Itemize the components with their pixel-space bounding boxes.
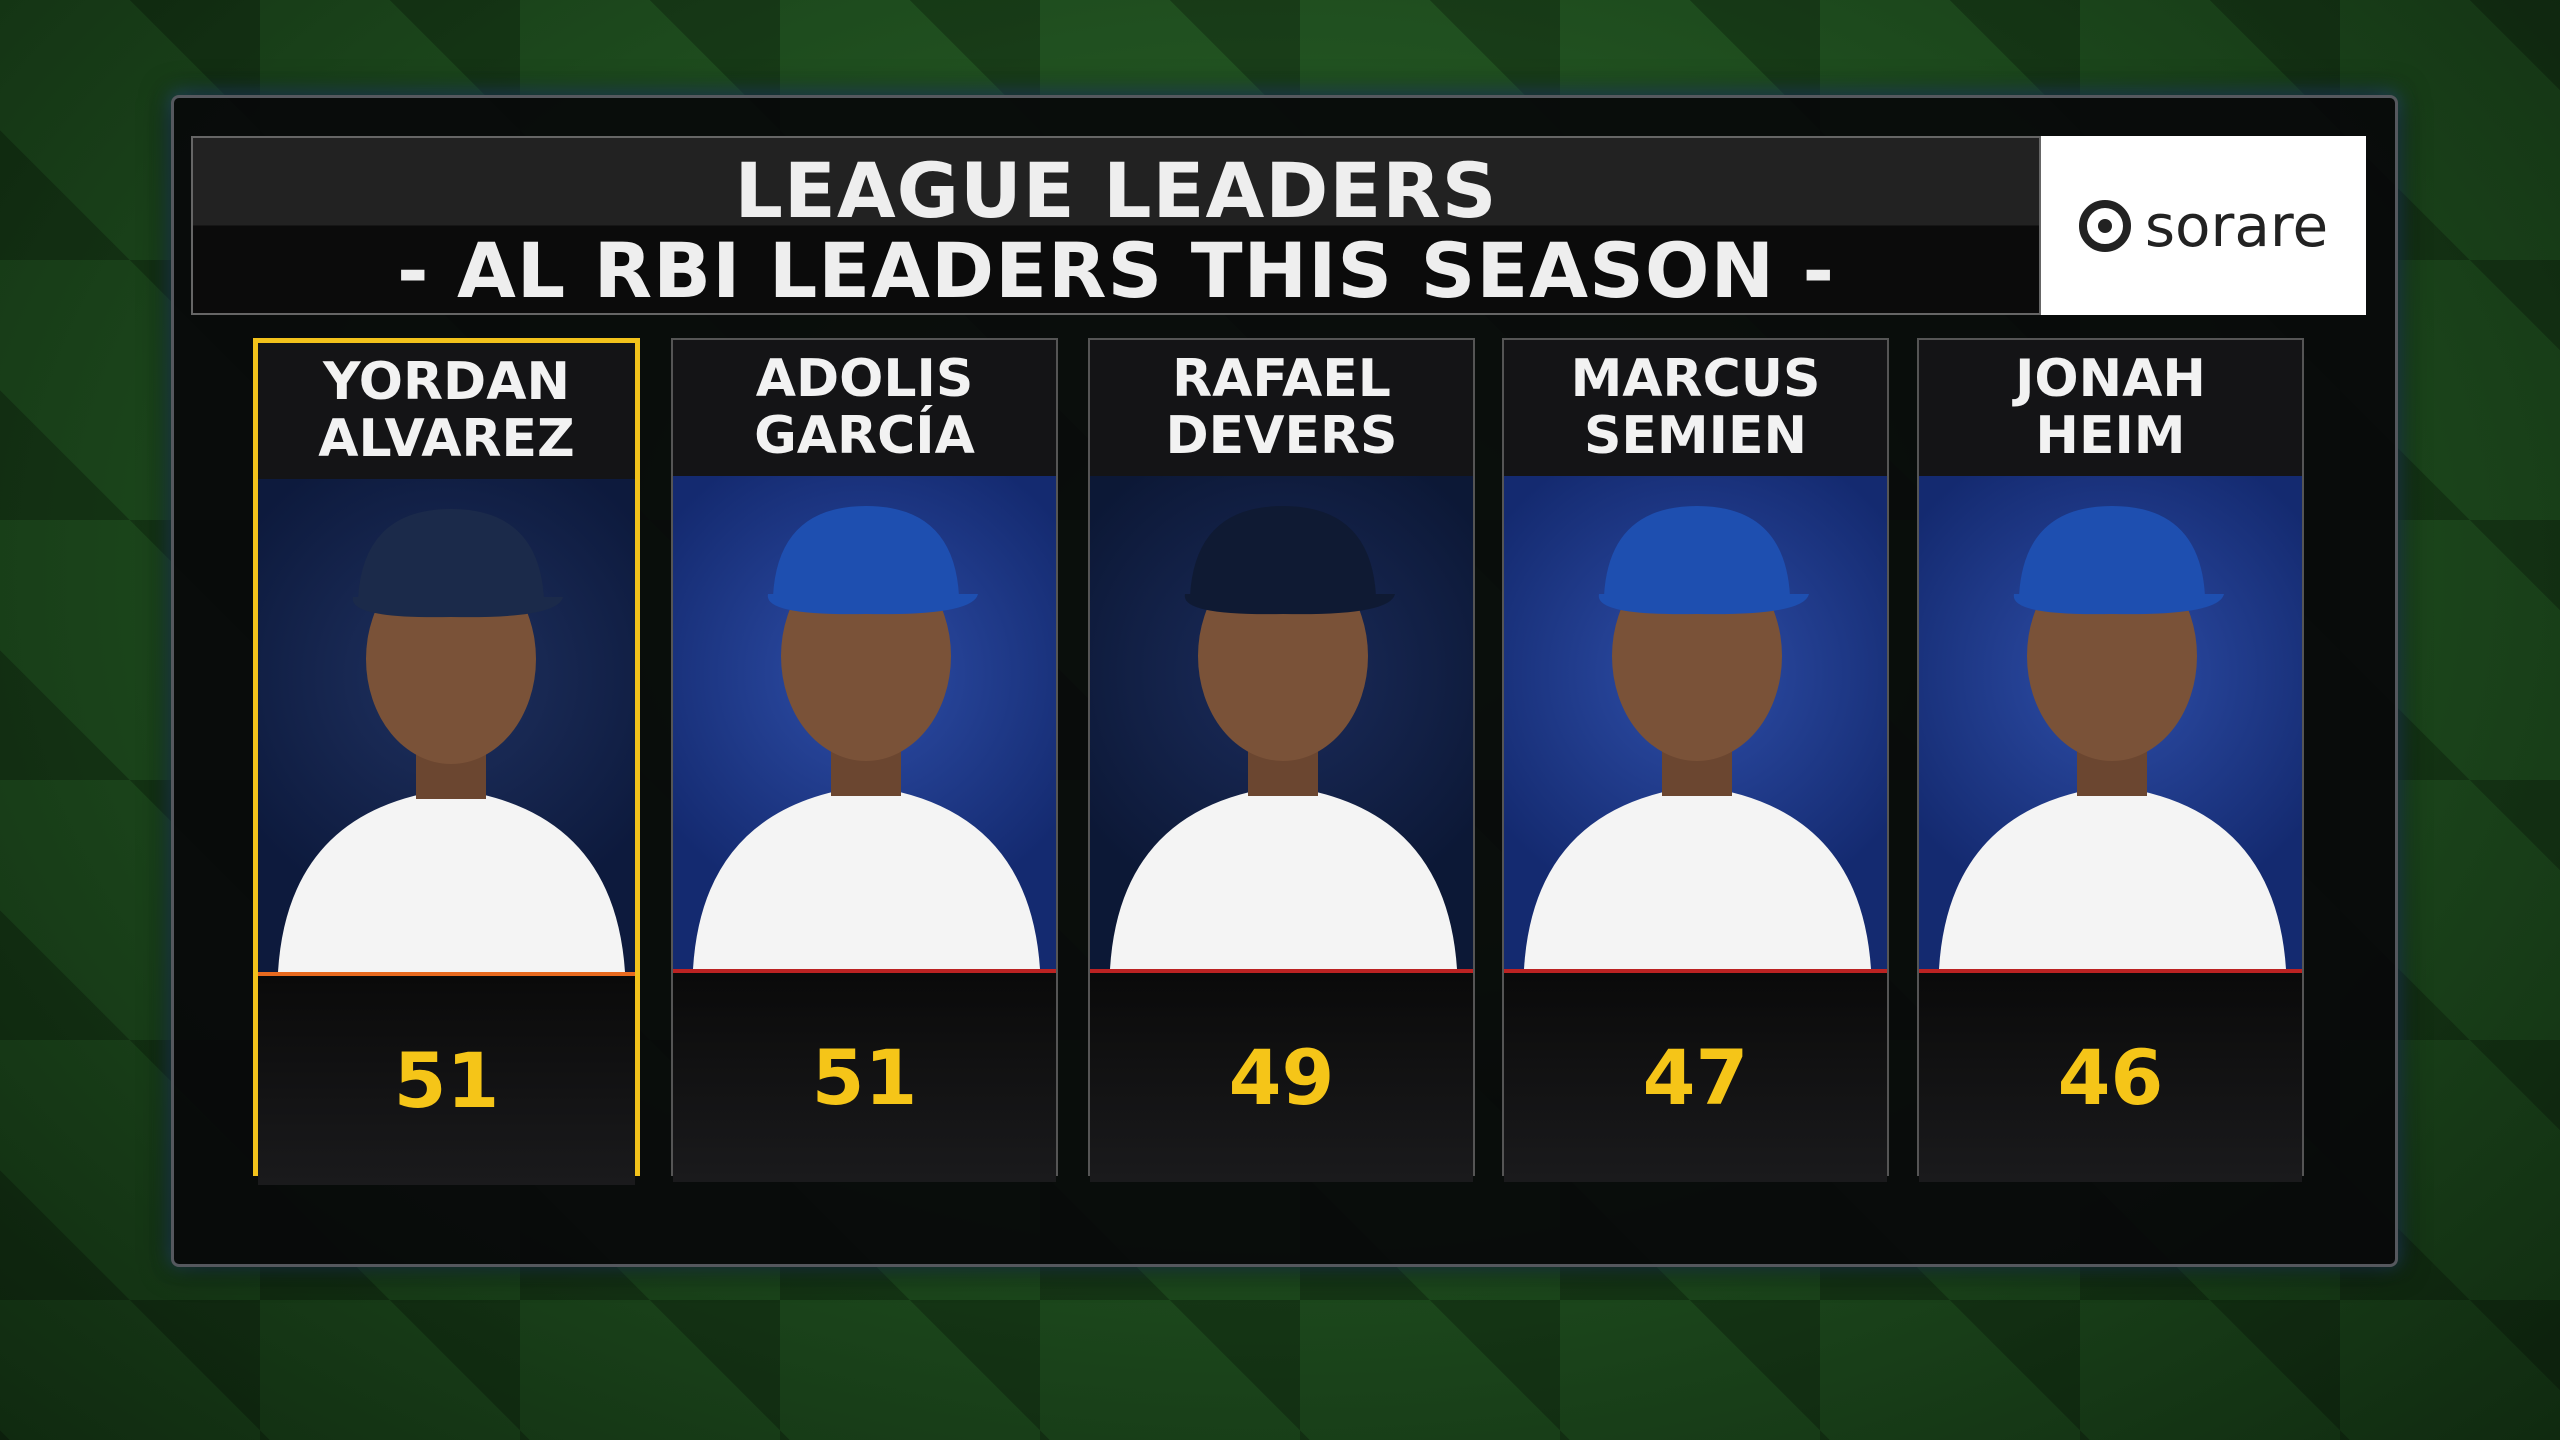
player-card: ADOLIS GARCÍA 51	[671, 338, 1058, 1182]
title: LEAGUE LEADERS	[734, 146, 1498, 235]
player-photo	[1090, 476, 1473, 969]
player-name: ADOLIS GARCÍA	[673, 340, 1056, 476]
player-photo	[1919, 476, 2302, 969]
rbi-value: 47	[1504, 969, 1887, 1182]
rbi-value: 46	[1919, 969, 2302, 1182]
last-name: ALVAREZ	[318, 409, 575, 469]
first-name: YORDAN	[323, 352, 570, 412]
first-name: RAFAEL	[1172, 349, 1391, 409]
last-name: HEIM	[2035, 406, 2186, 466]
player-name: MARCUS SEMIEN	[1504, 340, 1887, 476]
player-name: YORDAN ALVAREZ	[258, 343, 635, 479]
photo-art	[1110, 506, 1457, 969]
rbi-value: 51	[258, 972, 635, 1185]
player-photo	[1504, 476, 1887, 969]
photo-art	[278, 509, 625, 972]
player-photo	[673, 476, 1056, 969]
last-name: SEMIEN	[1583, 406, 1808, 466]
first-name: MARCUS	[1570, 349, 1821, 409]
sponsor-name: sorare	[2144, 191, 2329, 260]
player-photo	[258, 479, 635, 972]
first-name: JONAH	[2015, 349, 2206, 409]
player-card: YORDAN ALVAREZ 51	[253, 338, 640, 1185]
last-name: GARCÍA	[754, 406, 975, 466]
photo-art	[1939, 506, 2286, 969]
player-card: MARCUS SEMIEN 47	[1502, 338, 1889, 1182]
first-name: ADOLIS	[755, 349, 974, 409]
photo-art	[693, 506, 1040, 969]
player-name: RAFAEL DEVERS	[1090, 340, 1473, 476]
player-card: JONAH HEIM 46	[1917, 338, 2304, 1182]
player-card: RAFAEL DEVERS 49	[1088, 338, 1475, 1182]
photo-art	[1524, 506, 1871, 969]
last-name: DEVERS	[1165, 406, 1398, 466]
rbi-value: 49	[1090, 969, 1473, 1182]
rbi-value: 51	[673, 969, 1056, 1182]
header: LEAGUE LEADERS - AL RBI LEADERS THIS SEA…	[191, 136, 2041, 315]
sponsor: sorare	[2041, 136, 2366, 315]
subtitle: - AL RBI LEADERS THIS SEASON -	[396, 226, 1836, 315]
player-name: JONAH HEIM	[1919, 340, 2302, 476]
sponsor-logo	[2078, 199, 2131, 252]
